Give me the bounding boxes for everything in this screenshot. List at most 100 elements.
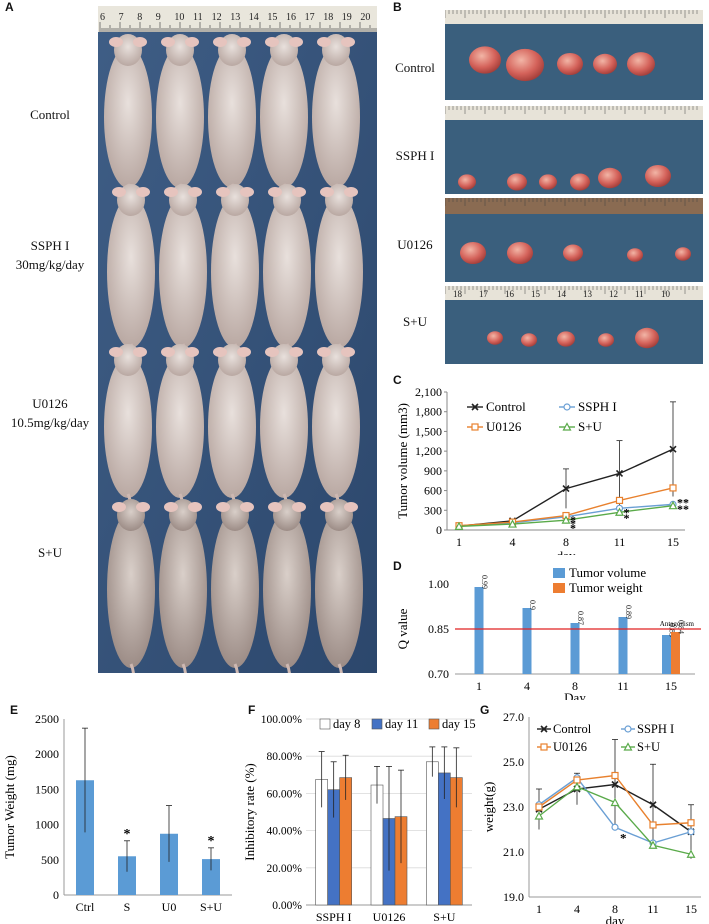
group-label-dose: 10.5mg/kg/day [10,415,90,430]
data-point [649,821,657,829]
data-point [572,781,582,791]
mouse-ear [213,347,227,357]
y-tick-label: 2000 [35,747,59,761]
tumor [487,331,503,345]
y-tick-label: 27.0 [503,710,524,724]
x-tick-label: S+U [433,910,455,924]
y-tick-label: 1.00 [428,577,449,591]
ruler-number: 14 [249,12,259,23]
tumor-strips: 18 17 16 15 14 13 12 11 10 [445,10,703,364]
mouse-ear [136,502,150,512]
tumor-photo-svg: 18 17 16 15 14 13 12 11 10 [445,10,703,364]
group-label-line: U0126 [32,396,68,411]
mouse-ear [265,37,279,47]
tumor [557,331,575,347]
data-point [507,519,518,528]
y-tick-label: 60.00% [267,788,303,800]
mouse-body [107,196,155,348]
mouse-body [315,511,363,668]
x-tick-label: 11 [617,679,629,693]
bar-tumor-volume [522,608,532,674]
b-label-su: S+U [403,314,427,329]
data-point [561,515,571,524]
strip-ruler [445,106,703,120]
mouse-ear [161,37,175,47]
y-tick-label: 0 [436,523,442,537]
x-tick-label: 8 [563,535,569,549]
antagonism-label: Antagonism [660,620,695,628]
data-point [615,496,624,505]
y-tick-label: 0.85 [428,622,449,636]
strip-ruler-number: 16 [505,289,515,299]
tumor [627,248,643,262]
mouse-ear [341,37,355,47]
mouse-ear [240,187,254,197]
mouse-ear [136,187,150,197]
y-tick-label: 2500 [35,712,59,726]
mouse-body [104,356,152,498]
legend-marker [471,403,479,411]
bar-tumor-volume [618,617,628,674]
mouse-body [260,356,308,498]
x-tick-label: 15 [665,679,677,693]
y-tick-label: 0.70 [428,667,449,681]
mouse-ear [289,37,303,47]
mouse-body [159,196,207,348]
legend-marker [563,403,571,411]
significance-star: * [570,521,576,535]
mouse-ear [320,502,334,512]
legend-label: U0126 [553,740,587,754]
data-point [687,828,695,836]
group-label-line: SSPH I [30,238,70,253]
chart-f: 0.00% 20.00% 40.00% 60.00% 80.00% 100.00% SSPH… [242,714,476,924]
legend-marker [471,423,479,431]
bar [118,856,136,895]
data-point [686,849,696,858]
x-tick-label: S [124,900,131,914]
mouse-ear [292,187,306,197]
bar-tumor-weight [671,632,680,674]
mouse-ear [133,347,147,357]
tumor [507,173,527,191]
strip-ruler [445,198,703,214]
mouse-ear [213,37,227,47]
legend-marker [623,742,633,751]
bar-value-label: 0.9 [528,600,537,610]
strip-ruler-number: 14 [557,289,567,299]
bar-value-label: 0.87 [576,611,585,625]
mouse-ear [185,347,199,357]
chart-d: 0.70 0.85 1.00 0.99 1 0.9 4 0.87 8 0.89 11 0.83 0.84… [395,565,701,700]
y-tick-label: 21.0 [503,845,524,859]
significance-star: ** [677,495,689,509]
ruler-number: 20 [360,12,370,23]
legend-label: Tumor weight [569,580,643,595]
series-s-u [454,500,678,530]
mouse-ear [216,187,230,197]
mouse-ear [216,502,230,512]
legend-label: Control [553,722,592,736]
tumor [675,247,691,261]
data-point [648,840,658,849]
strip-ruler-number: 12 [609,289,618,299]
x-tick-label: Ctrl [76,900,95,914]
mouse-body [156,356,204,498]
mice-rows [104,34,363,673]
legend-label: S+U [637,740,660,754]
ruler-number: 11 [193,12,203,23]
ruler-number: 9 [156,12,161,23]
panel-d-letter: D [393,559,402,573]
mouse-tail [233,663,239,673]
mouse-ear [109,347,123,357]
x-tick-label: 4 [510,535,516,549]
tumor-strip: 18 17 16 15 14 13 12 11 10 [445,286,703,364]
mouse-ear [237,37,251,47]
legend-swatch [553,568,565,578]
tumor-strip [445,198,703,282]
x-axis-title: Day [564,690,586,700]
chart-g: 19.0 21.0 23.0 25.0 27.0 1 4 8 11 15 day weight(g) *… [481,710,701,924]
legend-label: U0126 [486,419,522,434]
data-point [669,484,677,492]
mouse-ear [188,502,202,512]
tumor [563,244,583,262]
y-tick-label: 600 [424,484,442,498]
